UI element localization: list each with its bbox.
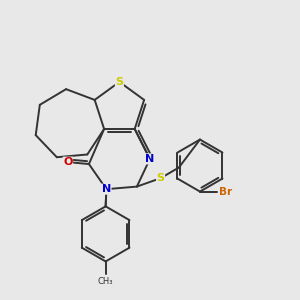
- Text: N: N: [145, 154, 154, 164]
- Text: S: S: [116, 77, 123, 87]
- Text: CH₃: CH₃: [98, 277, 113, 286]
- Text: Br: Br: [219, 187, 232, 196]
- Text: O: O: [63, 157, 73, 167]
- Text: S: S: [157, 173, 165, 183]
- Text: N: N: [102, 184, 111, 194]
